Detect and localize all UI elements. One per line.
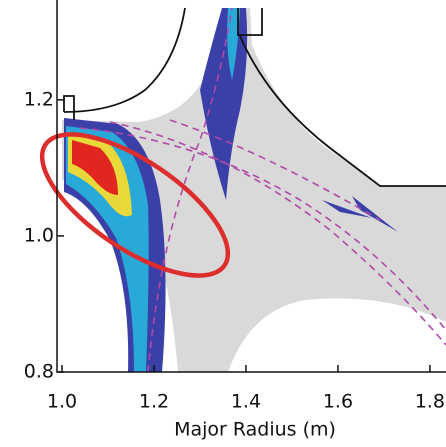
- plasma-region: [62, 8, 446, 372]
- plot-area: [39, 0, 446, 373]
- highlight-ellipse: [39, 132, 231, 278]
- wall-line: [63, 95, 75, 120]
- wall-line: [63, 7, 186, 113]
- emission-top-core: [227, 8, 240, 80]
- x-axis-label: Major Radius (m): [174, 419, 336, 441]
- y-tick-label: 1.0: [24, 224, 54, 246]
- y-tick-label: 0.8: [24, 361, 54, 383]
- y-tick-label: 1.2: [24, 88, 54, 110]
- x-tick-label: 1.6: [323, 391, 353, 413]
- wall-line: [239, 35, 446, 187]
- flux-line: [79, 127, 446, 331]
- emission-streak: [322, 196, 398, 232]
- flux-line: [169, 119, 381, 221]
- x-tick-label: 1.0: [47, 391, 77, 413]
- x-tick-label: 1.4: [231, 391, 261, 413]
- flux-lines: [79, 7, 446, 373]
- flux-line: [109, 121, 446, 346]
- x-tick-label: 1.2: [139, 391, 169, 413]
- wall: [63, 7, 446, 187]
- x-tick-label: 1.8: [415, 391, 445, 413]
- wall-line: [237, 8, 263, 36]
- emission-peak: [72, 140, 118, 195]
